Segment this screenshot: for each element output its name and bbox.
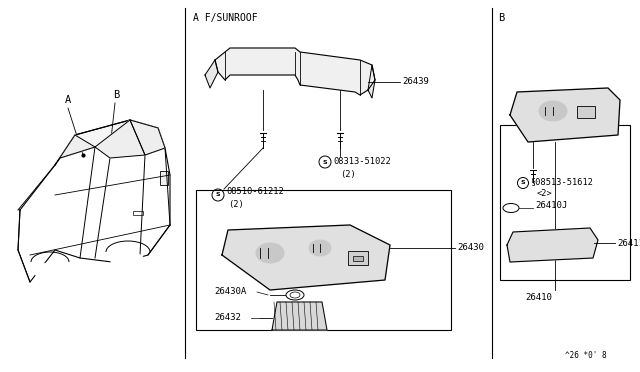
Text: 26411: 26411 <box>617 238 640 247</box>
Bar <box>353 256 363 261</box>
Ellipse shape <box>309 240 331 256</box>
Polygon shape <box>215 48 375 95</box>
Ellipse shape <box>111 252 145 272</box>
Polygon shape <box>130 120 165 155</box>
Polygon shape <box>222 225 390 290</box>
Bar <box>133 211 143 215</box>
Text: (2): (2) <box>340 170 356 180</box>
Ellipse shape <box>539 101 567 121</box>
Text: 26410: 26410 <box>525 294 552 302</box>
Text: 08510-61212: 08510-61212 <box>226 187 284 196</box>
Text: 26439: 26439 <box>402 77 429 87</box>
Ellipse shape <box>35 263 65 281</box>
Polygon shape <box>360 60 375 98</box>
Ellipse shape <box>42 267 58 277</box>
Text: B: B <box>113 90 119 100</box>
Text: §08513-51612: §08513-51612 <box>530 177 593 186</box>
Polygon shape <box>272 302 327 330</box>
Bar <box>196 190 451 330</box>
Ellipse shape <box>256 243 284 263</box>
Text: 26430A: 26430A <box>214 288 246 296</box>
Text: <2>: <2> <box>537 189 553 198</box>
Text: 26432: 26432 <box>214 314 241 323</box>
Bar <box>160 171 168 185</box>
Text: S: S <box>323 160 327 164</box>
Polygon shape <box>507 228 598 262</box>
Text: S: S <box>216 192 220 198</box>
Text: ^26 *0' 8: ^26 *0' 8 <box>565 350 607 359</box>
Polygon shape <box>205 60 218 88</box>
Text: 08313-51022: 08313-51022 <box>333 157 391 167</box>
Text: A: A <box>65 95 71 105</box>
Ellipse shape <box>119 257 137 267</box>
Text: B: B <box>498 13 504 23</box>
Text: A F/SUNROOF: A F/SUNROOF <box>193 13 258 23</box>
Bar <box>500 125 630 280</box>
Text: 26430: 26430 <box>457 244 484 253</box>
Bar <box>348 251 368 265</box>
Text: (2): (2) <box>228 201 244 209</box>
Polygon shape <box>55 135 95 165</box>
Polygon shape <box>95 120 145 158</box>
Bar <box>577 106 595 118</box>
Polygon shape <box>55 120 165 165</box>
Polygon shape <box>510 88 620 142</box>
Text: S: S <box>521 180 525 186</box>
Text: 26410J: 26410J <box>535 202 567 211</box>
